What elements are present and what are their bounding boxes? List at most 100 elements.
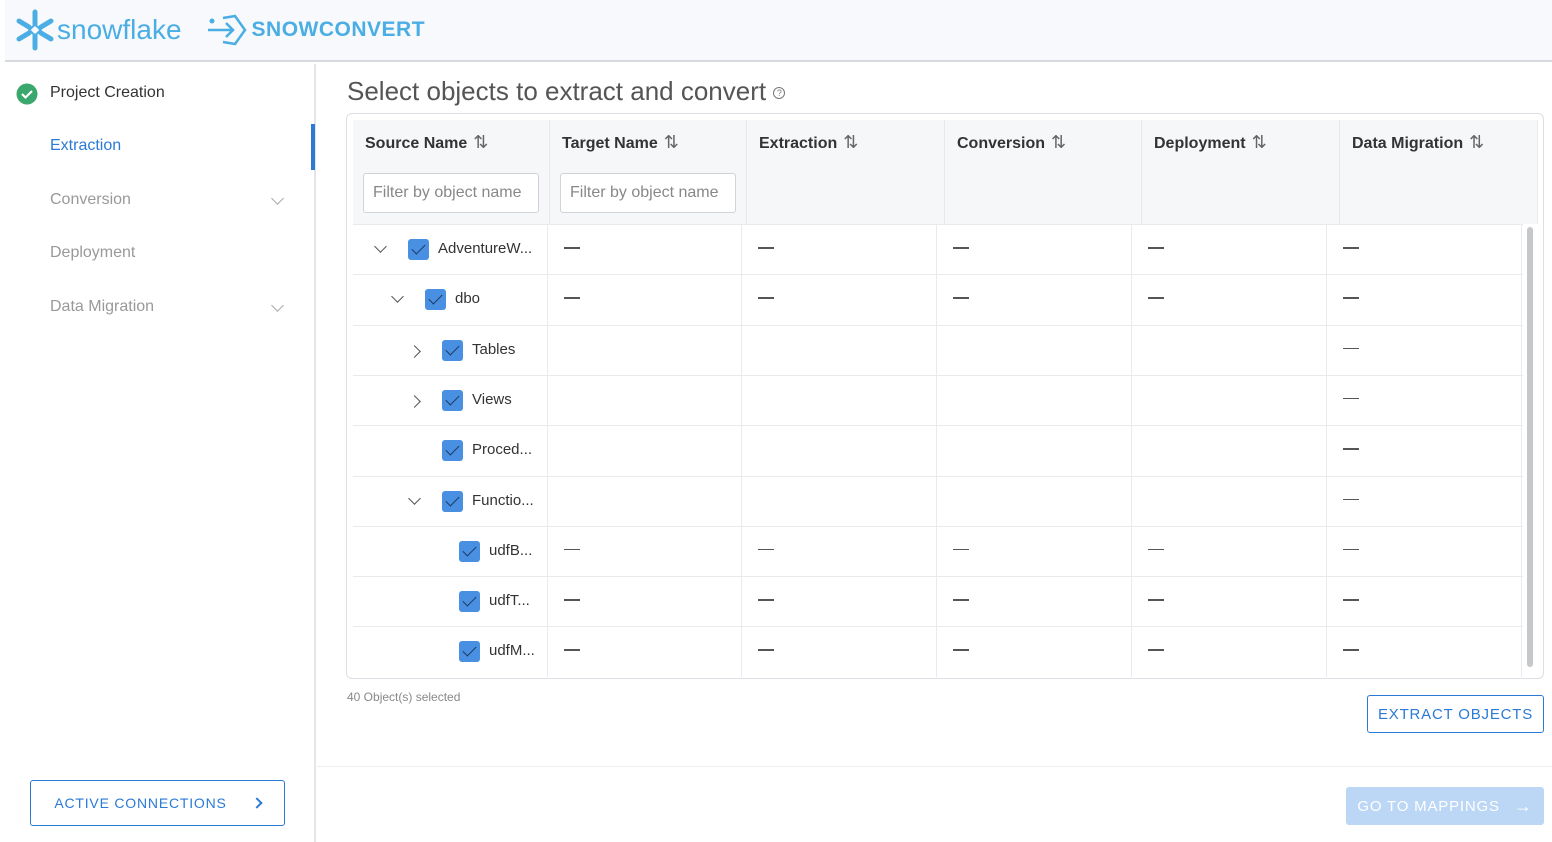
row-checkbox[interactable] bbox=[408, 239, 429, 260]
table-row: Views bbox=[353, 374, 1523, 426]
row-checkbox[interactable] bbox=[425, 289, 446, 311]
column-title[interactable]: Conversion ⇅ bbox=[957, 132, 1066, 153]
go-to-mappings-button[interactable]: GO TO MAPPINGS → bbox=[1346, 787, 1544, 825]
empty-dash bbox=[758, 247, 774, 249]
column-title[interactable]: Extraction ⇅ bbox=[759, 132, 858, 153]
column-title[interactable]: Data Migration ⇅ bbox=[1352, 132, 1484, 153]
check-circle-icon bbox=[16, 83, 38, 105]
target-name-filter-input[interactable]: Filter by object name bbox=[560, 173, 736, 213]
row-checkbox[interactable] bbox=[442, 490, 463, 512]
status-cell bbox=[742, 225, 937, 275]
chevron-down-icon[interactable] bbox=[374, 240, 387, 253]
empty-dash bbox=[1343, 448, 1359, 450]
object-name: dbo bbox=[455, 290, 481, 308]
sidebar-step-conversion[interactable]: Conversion bbox=[50, 191, 131, 208]
empty-dash bbox=[953, 247, 969, 249]
table-row: udfT... bbox=[353, 576, 1523, 628]
status-cell bbox=[548, 275, 742, 326]
selected-count: 40 Object(s) selected bbox=[347, 690, 461, 704]
column-title-text: Conversion bbox=[957, 135, 1046, 152]
empty-dash bbox=[1343, 247, 1359, 249]
footer bbox=[317, 766, 1552, 842]
sidebar: Project Creation Extraction Conversion D… bbox=[5, 64, 316, 842]
empty-dash bbox=[1343, 498, 1359, 500]
chevron-down-icon[interactable] bbox=[271, 299, 284, 312]
column-header: Source Name ⇅ bbox=[353, 120, 550, 224]
source-name-cell: udfB... bbox=[353, 526, 548, 577]
sort-icon[interactable]: ⇅ bbox=[843, 132, 859, 152]
top-bar: snowflake SNOWCONVERT bbox=[5, 0, 1552, 62]
table-row: Functio... bbox=[353, 475, 1523, 527]
row-checkbox[interactable] bbox=[442, 440, 463, 462]
status-cell bbox=[937, 476, 1132, 527]
empty-dash bbox=[1343, 599, 1359, 601]
source-name-cell: udfT... bbox=[353, 577, 548, 628]
chevron-down-icon[interactable] bbox=[271, 192, 284, 205]
row-checkbox[interactable] bbox=[442, 339, 463, 361]
source-name-cell: Proced... bbox=[353, 426, 548, 477]
sidebar-step-project-creation[interactable]: Project Creation bbox=[50, 84, 165, 101]
active-step-indicator bbox=[311, 124, 315, 170]
source-name-cell: Tables bbox=[353, 325, 548, 376]
status-cell bbox=[1327, 476, 1522, 527]
object-name: udfT... bbox=[489, 592, 530, 610]
column-title-text: Source Name bbox=[365, 135, 468, 152]
empty-dash bbox=[953, 649, 969, 651]
chevron-right-icon[interactable] bbox=[408, 395, 421, 408]
chevron-down-icon[interactable] bbox=[408, 491, 421, 505]
object-name: AdventureW... bbox=[438, 240, 533, 257]
status-cell bbox=[937, 325, 1132, 376]
row-checkbox[interactable] bbox=[442, 389, 463, 411]
sort-icon[interactable]: ⇅ bbox=[473, 132, 489, 152]
sort-icon[interactable]: ⇅ bbox=[1051, 132, 1067, 152]
objects-table: Source Name ⇅ Target Name ⇅ Extraction ⇅ Conve… bbox=[346, 113, 1544, 679]
status-cell bbox=[937, 627, 1132, 678]
column-header: Deployment ⇅ bbox=[1142, 120, 1340, 224]
status-cell bbox=[1132, 627, 1327, 678]
status-cell bbox=[1327, 225, 1522, 275]
empty-dash bbox=[953, 548, 969, 551]
status-cell bbox=[742, 375, 937, 426]
extract-objects-button[interactable]: EXTRACT OBJECTS bbox=[1367, 695, 1544, 733]
sort-icon[interactable]: ⇅ bbox=[1469, 132, 1485, 152]
status-cell bbox=[742, 476, 937, 527]
column-title[interactable]: Deployment ⇅ bbox=[1154, 132, 1267, 153]
empty-dash bbox=[1343, 548, 1359, 551]
row-checkbox[interactable] bbox=[459, 641, 480, 663]
object-name: Proced... bbox=[472, 441, 533, 459]
sort-icon[interactable]: ⇅ bbox=[1251, 132, 1267, 152]
status-cell bbox=[548, 627, 742, 678]
scrollbar[interactable] bbox=[1527, 227, 1533, 667]
help-icon[interactable]: ? bbox=[773, 87, 786, 100]
status-cell bbox=[1327, 526, 1522, 577]
empty-dash bbox=[1148, 297, 1164, 299]
sidebar-step-deployment[interactable]: Deployment bbox=[50, 244, 136, 261]
status-cell bbox=[1327, 275, 1522, 326]
status-cell bbox=[1132, 426, 1327, 477]
column-title[interactable]: Target Name ⇅ bbox=[562, 132, 679, 153]
snowconvert-icon bbox=[207, 14, 247, 46]
sort-icon[interactable]: ⇅ bbox=[663, 132, 679, 152]
chevron-down-icon[interactable] bbox=[391, 290, 404, 304]
column-header: Target Name ⇅ bbox=[550, 120, 747, 224]
empty-dash bbox=[1343, 347, 1359, 350]
column-title[interactable]: Source Name ⇅ bbox=[365, 132, 488, 153]
sidebar-step-extraction[interactable]: Extraction bbox=[50, 137, 122, 154]
chevron-right-icon[interactable] bbox=[408, 344, 421, 358]
status-cell bbox=[1327, 325, 1522, 376]
source-name-cell: udfM... bbox=[353, 627, 548, 678]
arrow-right-icon: → bbox=[1513, 795, 1533, 816]
empty-dash bbox=[564, 649, 580, 651]
source-name-filter-input[interactable]: Filter by object name bbox=[363, 173, 539, 213]
empty-dash bbox=[1343, 649, 1359, 651]
sidebar-step-data-migration[interactable]: Data Migration bbox=[50, 298, 155, 315]
active-connections-button[interactable]: ACTIVE CONNECTIONS bbox=[30, 780, 285, 826]
source-name-cell: Functio... bbox=[353, 476, 548, 527]
empty-dash bbox=[953, 297, 969, 299]
status-cell bbox=[1327, 627, 1522, 678]
status-cell bbox=[742, 577, 937, 628]
filter-placeholder: Filter by object name bbox=[570, 184, 719, 201]
status-cell bbox=[937, 426, 1132, 477]
row-checkbox[interactable] bbox=[459, 540, 480, 562]
row-checkbox[interactable] bbox=[459, 591, 480, 613]
